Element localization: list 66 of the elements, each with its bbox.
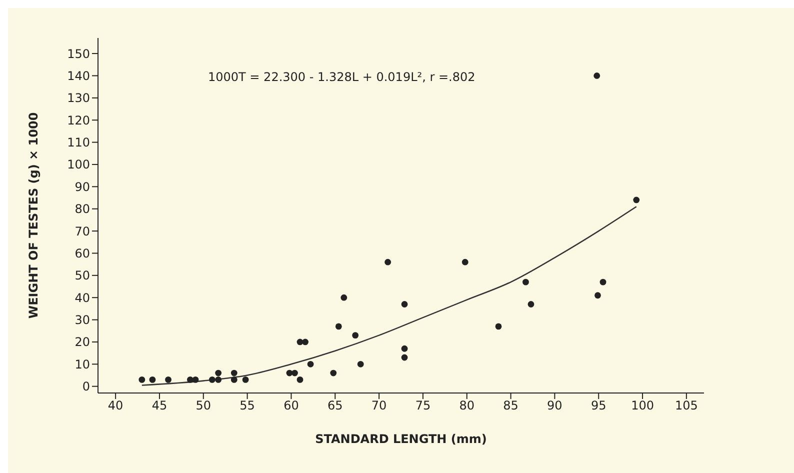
- point: [192, 376, 199, 383]
- point: [462, 258, 468, 266]
- y-tick-label: 30: [74, 313, 90, 328]
- x-tick-label: 100: [631, 398, 654, 413]
- y-tick-label: 70: [74, 224, 90, 238]
- x-tick-label: 65: [327, 398, 343, 413]
- x-tick-label: 55: [240, 398, 255, 413]
- point: [600, 278, 606, 286]
- y-tick-label: 140: [67, 68, 90, 83]
- x-tick-label: 105: [674, 398, 698, 413]
- point: [401, 354, 408, 361]
- point: [215, 376, 222, 383]
- point: [138, 376, 146, 383]
- point: [307, 360, 314, 368]
- point: [384, 258, 392, 266]
- point: [633, 196, 640, 204]
- x-tick-label: 45: [152, 398, 168, 413]
- point: [230, 376, 238, 383]
- point: [330, 370, 337, 376]
- y-axis-title: WEIGHT OF TESTES (g) × 1000: [26, 112, 40, 319]
- point: [292, 370, 298, 376]
- point: [215, 370, 222, 376]
- x-tick-label: 75: [415, 398, 431, 413]
- y-tick-label: 50: [74, 268, 90, 283]
- point: [335, 323, 342, 330]
- y-tick-label: 130: [67, 91, 90, 106]
- x-tick-label: 90: [547, 398, 562, 413]
- y-tick-label: 90: [74, 180, 90, 194]
- point: [522, 278, 529, 286]
- point: [230, 370, 238, 376]
- y-tick-label: 60: [74, 246, 90, 260]
- y-tick-label: 0: [82, 380, 90, 394]
- point: [401, 301, 408, 308]
- x-tick-label: 40: [108, 398, 124, 413]
- y-tick-label: 100: [67, 158, 90, 172]
- point: [357, 360, 364, 368]
- point: [296, 376, 304, 383]
- line-series: [141, 206, 638, 386]
- point: [594, 72, 600, 79]
- point: [495, 323, 502, 330]
- x-tick-label: 85: [503, 398, 518, 413]
- y-tick-label: 80: [74, 202, 90, 216]
- point: [187, 376, 194, 383]
- point: [401, 345, 408, 352]
- point: [302, 338, 308, 346]
- y-tick-label: 20: [74, 335, 90, 350]
- annotation: 1000T = 22.300 - 1.328L + 0.019L², r =.802: [208, 70, 476, 84]
- point: [528, 301, 534, 308]
- x-tick-label: 70: [371, 398, 387, 413]
- point: [149, 376, 156, 383]
- y-tick-label: 40: [74, 290, 90, 305]
- x-tick-label: 60: [284, 398, 299, 413]
- point: [165, 376, 172, 383]
- x-tick-label: 80: [459, 398, 475, 413]
- point: [208, 376, 216, 383]
- y-tick-label: 150: [67, 46, 90, 61]
- y-tick-label: 120: [67, 113, 90, 128]
- point: [242, 376, 249, 383]
- point: [340, 294, 348, 301]
- x-tick-label: 95: [590, 398, 606, 413]
- y-tick-label: 10: [74, 357, 90, 372]
- x-tick-label: 50: [196, 398, 212, 413]
- y-tick-label: 110: [67, 136, 90, 150]
- x-axis-title: STANDARD LENGTH (mm): [315, 432, 487, 446]
- point: [594, 292, 601, 299]
- point: [352, 332, 359, 339]
